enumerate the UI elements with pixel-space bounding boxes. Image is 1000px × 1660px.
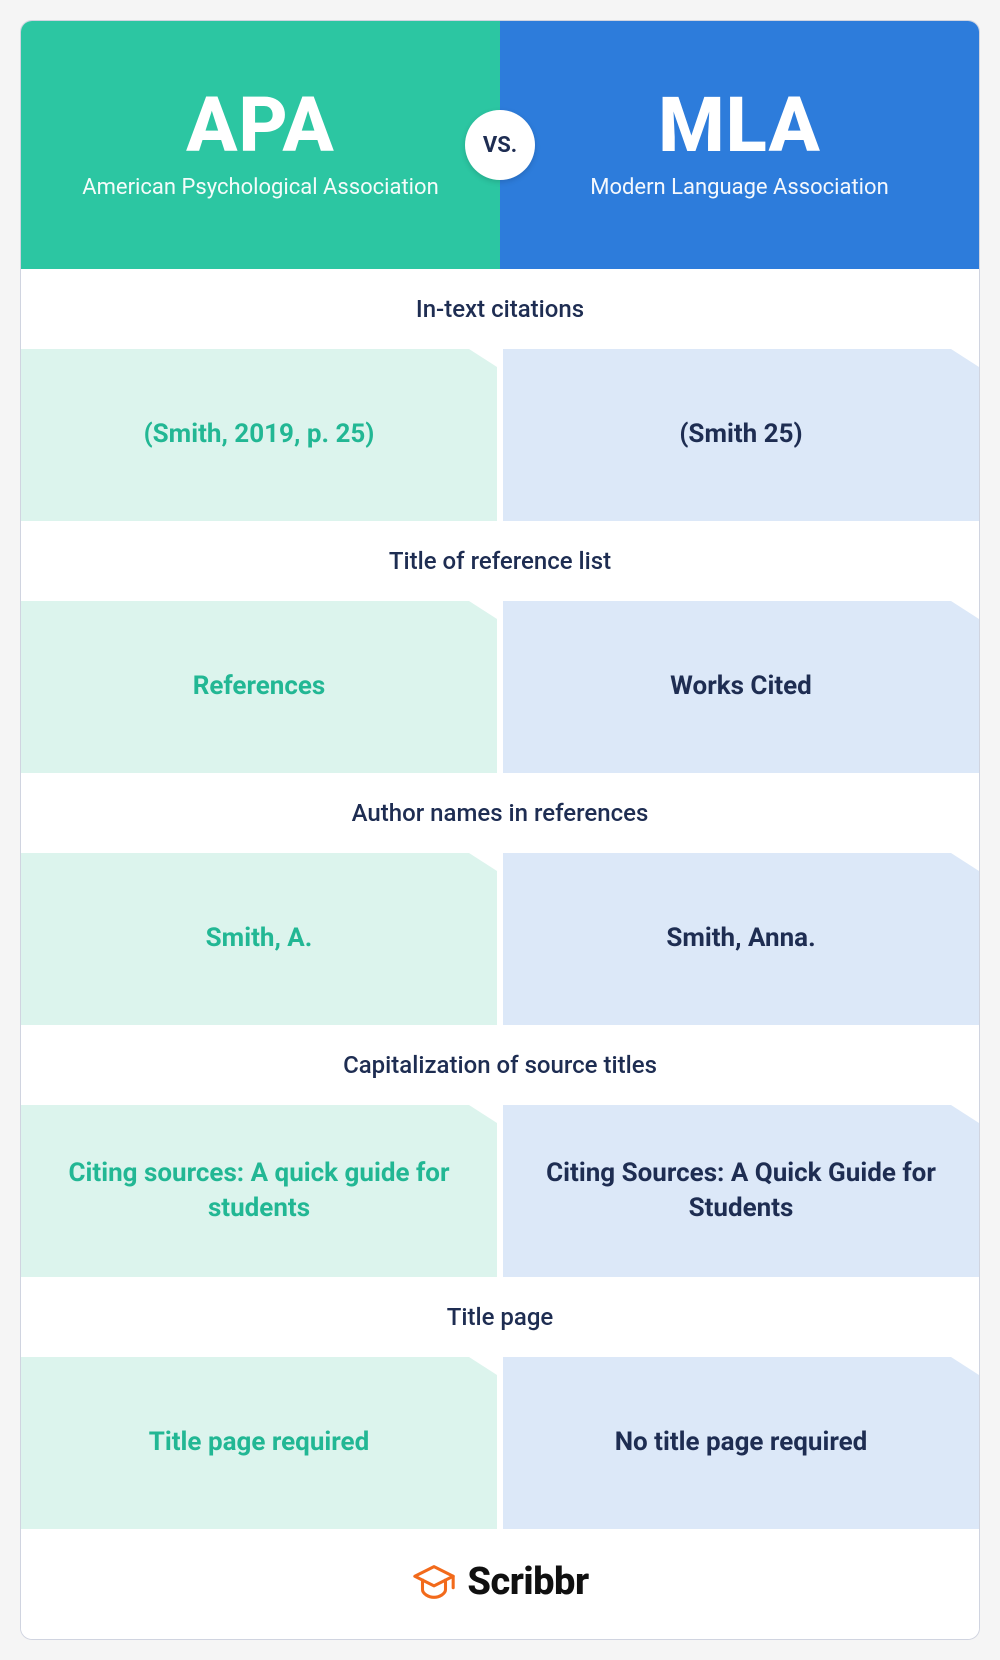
comparison-infographic: APA American Psychological Association M…	[20, 20, 980, 1640]
apa-cell: Smith, A.	[21, 853, 497, 1025]
mla-fullname: Modern Language Association	[590, 173, 888, 203]
apa-acronym: APA	[186, 87, 335, 163]
header-row: APA American Psychological Association M…	[21, 21, 979, 269]
compare-row: Smith, A. Smith, Anna.	[21, 853, 979, 1025]
compare-row: Title page required No title page requir…	[21, 1357, 979, 1529]
apa-cell: References	[21, 601, 497, 773]
header-apa: APA American Psychological Association	[21, 21, 500, 269]
compare-row: References Works Cited	[21, 601, 979, 773]
vs-badge: VS.	[465, 110, 535, 180]
apa-cell: Citing sources: A quick guide for studen…	[21, 1105, 497, 1277]
footer: Scribbr	[21, 1529, 979, 1639]
header-mla: MLA Modern Language Association	[500, 21, 979, 269]
mla-cell: No title page required	[503, 1357, 979, 1529]
mla-cell: Smith, Anna.	[503, 853, 979, 1025]
compare-row: Citing sources: A quick guide for studen…	[21, 1105, 979, 1277]
graduation-cap-icon	[411, 1559, 457, 1605]
section-title: Capitalization of source titles	[21, 1025, 979, 1105]
section-title: Title of reference list	[21, 521, 979, 601]
section-title: Author names in references	[21, 773, 979, 853]
compare-row: (Smith, 2019, p. 25) (Smith 25)	[21, 349, 979, 521]
apa-fullname: American Psychological Association	[82, 173, 438, 203]
apa-cell: Title page required	[21, 1357, 497, 1529]
apa-cell: (Smith, 2019, p. 25)	[21, 349, 497, 521]
mla-cell: Works Cited	[503, 601, 979, 773]
section-title: In-text citations	[21, 269, 979, 349]
mla-cell: (Smith 25)	[503, 349, 979, 521]
mla-acronym: MLA	[658, 87, 821, 163]
section-title: Title page	[21, 1277, 979, 1357]
mla-cell: Citing Sources: A Quick Guide for Studen…	[503, 1105, 979, 1277]
brand-name: Scribbr	[467, 1560, 588, 1604]
